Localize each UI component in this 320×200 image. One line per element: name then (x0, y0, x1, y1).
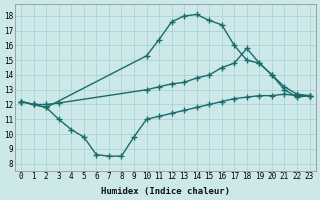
X-axis label: Humidex (Indice chaleur): Humidex (Indice chaleur) (101, 187, 230, 196)
